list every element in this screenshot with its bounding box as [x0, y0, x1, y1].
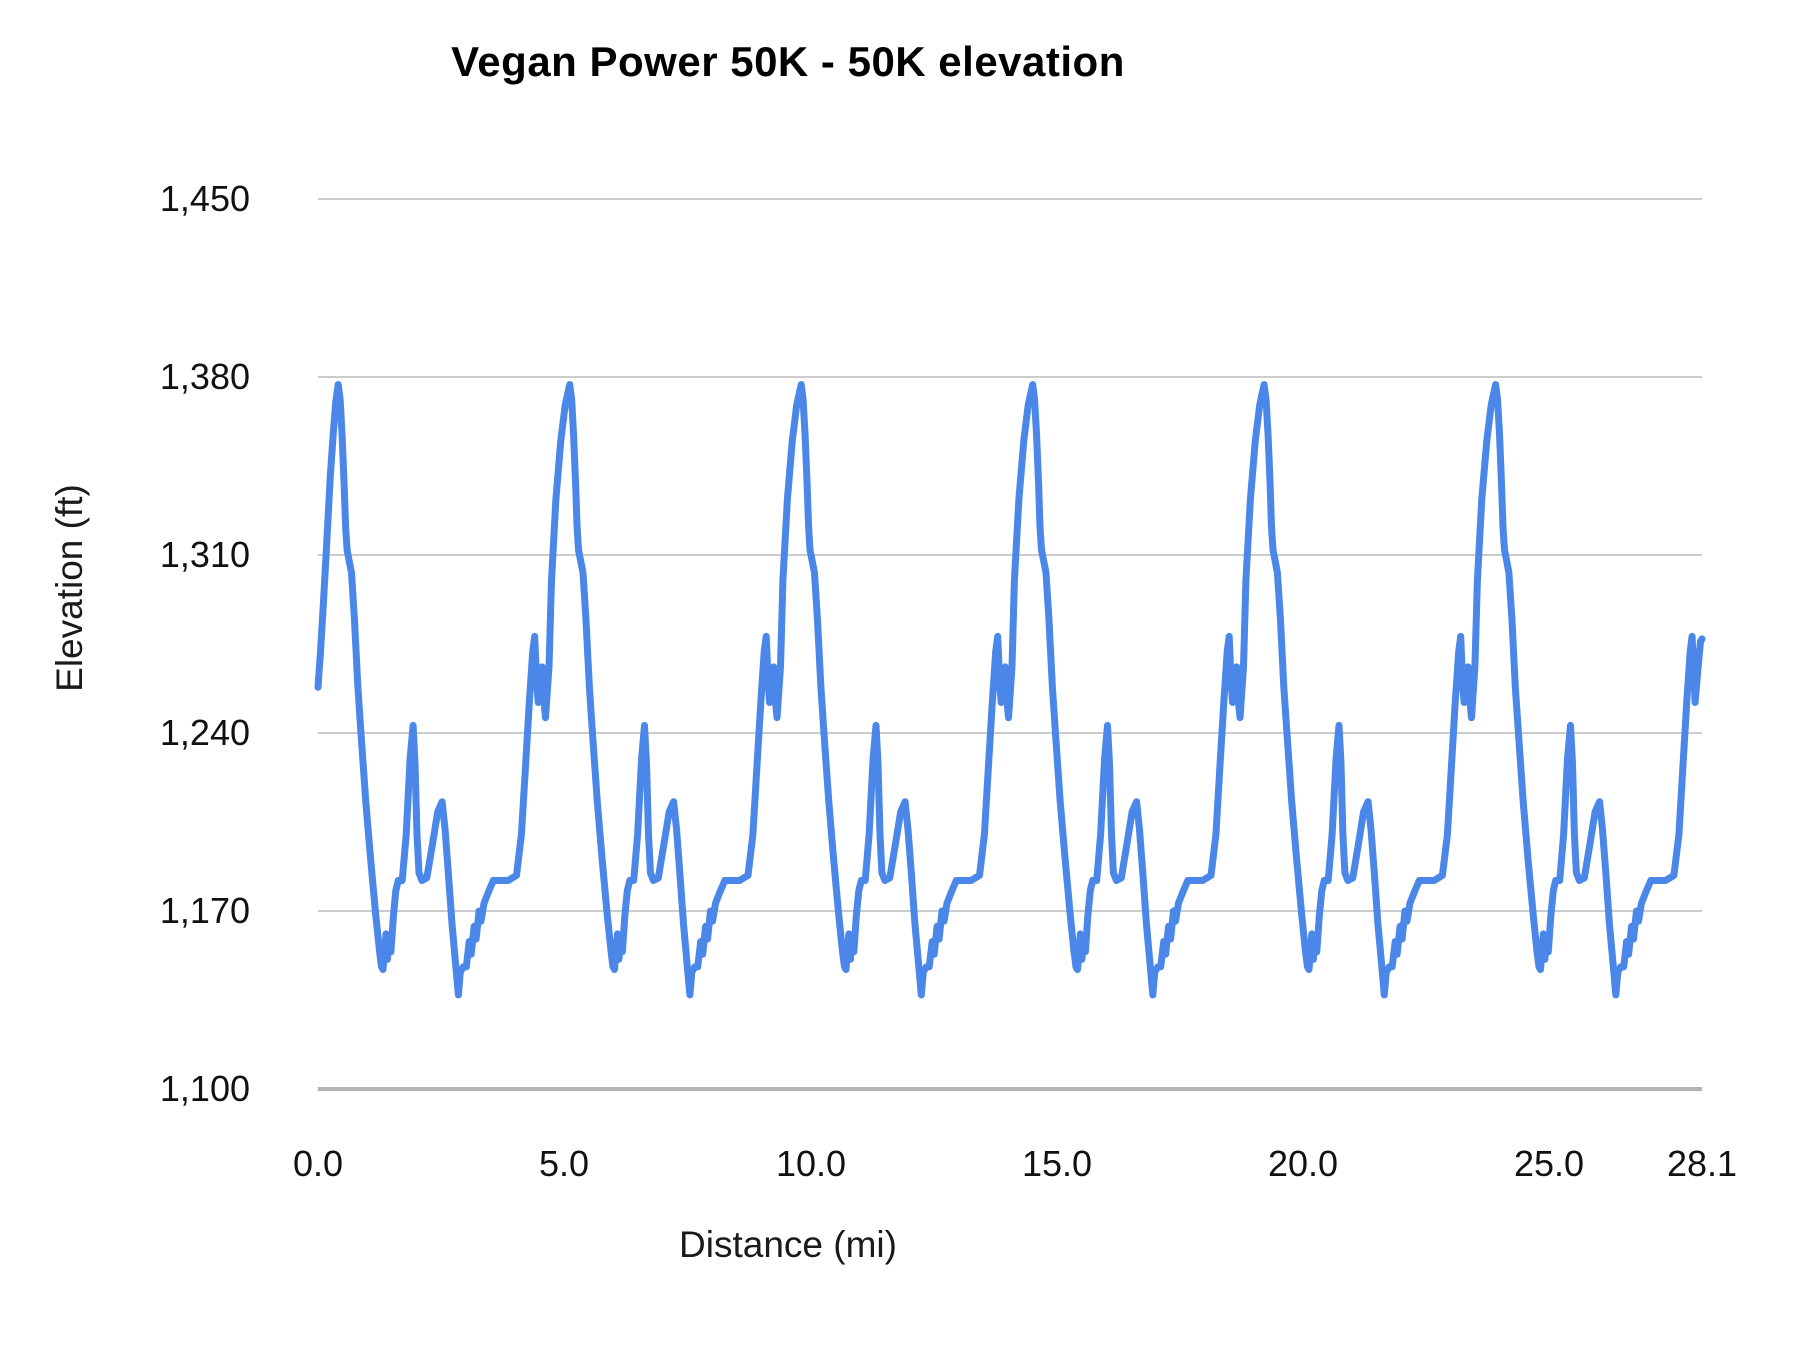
x-tick-281: 28.1	[1666, 1143, 1738, 1184]
x-tick-25: 25.0	[1513, 1143, 1585, 1184]
elevation-line	[314, 381, 1706, 999]
x-axis-title: Distance (mi)	[679, 1224, 897, 1265]
gridlines	[318, 198, 1702, 1091]
y-tick-1100: 1,100	[159, 1068, 250, 1109]
elevation-series	[314, 381, 1706, 999]
x-tick-20: 20.0	[1267, 1143, 1339, 1184]
x-tick-0: 0.0	[292, 1143, 344, 1184]
x-tick-15: 15.0	[1021, 1143, 1093, 1184]
chart-title: Vegan Power 50K - 50K elevation	[451, 38, 1125, 85]
y-tick-1380: 1,380	[159, 356, 250, 397]
y-tick-1450: 1,450	[159, 178, 250, 219]
y-tick-1310: 1,310	[159, 534, 250, 575]
x-tick-5: 5.0	[538, 1143, 590, 1184]
x-tick-10: 10.0	[775, 1143, 847, 1184]
y-tick-1170: 1,170	[159, 890, 250, 931]
y-tick-1240: 1,240	[159, 712, 250, 753]
